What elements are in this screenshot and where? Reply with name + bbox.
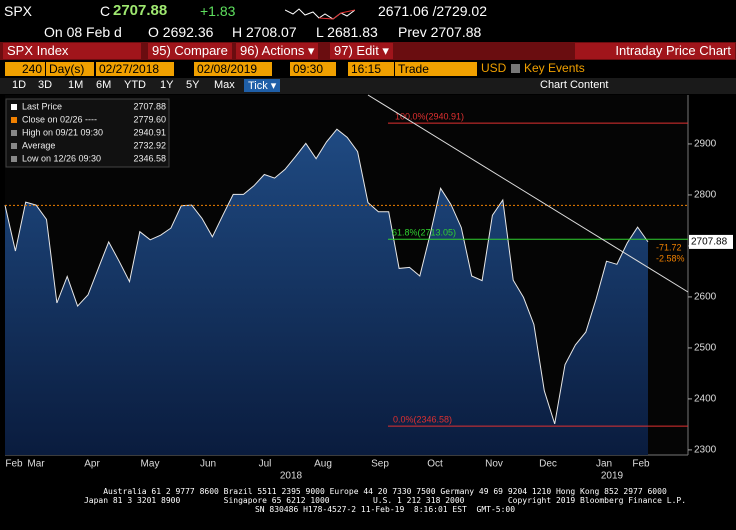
start-date[interactable]: 02/27/2018 <box>96 62 174 76</box>
fib-label: 61.8%(2713.05) <box>392 228 456 238</box>
y-tick-label: 2500 <box>694 343 717 354</box>
day-range: 2671.06 /2729.02 <box>378 3 487 19</box>
last-price: 2707.88 <box>113 2 168 19</box>
trend-line <box>367 94 689 293</box>
range-button[interactable]: 5Y <box>186 79 200 91</box>
legend-name: Average <box>22 140 55 150</box>
x-tick-label: Feb <box>5 459 23 470</box>
high: H 2708.07 <box>232 24 297 40</box>
legend-swatch <box>11 130 17 136</box>
bars-field[interactable]: 240 <box>5 62 45 76</box>
range-button[interactable]: 3D <box>38 79 53 91</box>
x-tick-label: Sep <box>371 459 389 470</box>
year-label: 2018 <box>280 471 303 482</box>
y-tick-label: 2900 <box>694 139 717 150</box>
currency[interactable]: USD <box>481 61 507 75</box>
footer: Australia 61 2 9777 8600 Brazil 5511 239… <box>75 487 695 514</box>
footer-line: Japan 81 3 3201 8900 Singapore 65 6212 1… <box>83 496 687 505</box>
chart: 2300240025002600270028002900100.0%(2940.… <box>4 94 733 482</box>
x-tick-label: Feb <box>632 459 650 470</box>
range-button[interactable]: YTD <box>124 79 146 91</box>
ticker: SPX <box>4 3 33 19</box>
legend-value: 2779.60 <box>133 114 166 124</box>
footer-line: Australia 61 2 9777 8600 Brazil 5511 239… <box>103 487 667 496</box>
price-area <box>5 129 648 455</box>
tick-button[interactable]: Tick ▾ <box>244 79 281 92</box>
change-label: -2.58% <box>656 253 685 263</box>
low: L 2681.83 <box>316 24 378 40</box>
x-tick-label: Nov <box>485 459 503 470</box>
legend-value: 2732.92 <box>133 140 166 150</box>
fib-label: 100.0%(2940.91) <box>395 111 464 121</box>
legend: Last Price 2707.88 Close on 02/26 ---- 2779… <box>5 98 170 168</box>
legend-bg <box>5 98 170 168</box>
c-label: C <box>100 3 111 19</box>
legend-name: High on 09/21 09:30 <box>22 127 103 137</box>
change: +1.83 <box>200 3 236 19</box>
chart-content[interactable]: Chart Content <box>540 79 609 91</box>
legend-swatch <box>11 156 17 162</box>
field-select[interactable]: Trade <box>395 62 477 76</box>
checkbox[interactable] <box>511 64 520 73</box>
x-tick-label: Oct <box>427 459 443 470</box>
x-tick-label: Aug <box>314 459 332 470</box>
y-tick-label: 2300 <box>694 445 717 456</box>
range-button[interactable]: 1M <box>68 79 84 91</box>
key-events[interactable]: Key Events <box>524 61 585 75</box>
unit-field[interactable]: Day(s) <box>46 62 94 76</box>
last-price-label: 2707.88 <box>691 237 728 248</box>
x-tick-label: Jun <box>200 459 216 470</box>
prev: Prev 2707.88 <box>398 24 482 40</box>
start-time[interactable]: 09:30 <box>290 62 336 76</box>
legend-name: Close on 02/26 ---- <box>22 114 97 124</box>
function-title: Intraday Price Chart <box>575 43 735 59</box>
legend-value: 2707.88 <box>133 101 166 111</box>
y-tick-label: 2600 <box>694 292 717 303</box>
x-tick-label: Mar <box>27 459 45 470</box>
open: O 2692.36 <box>148 24 214 40</box>
range-button[interactable]: 6M <box>96 79 112 91</box>
x-tick-label: May <box>141 459 160 470</box>
edit-button[interactable]: 97) Edit ▾ <box>330 43 393 59</box>
legend-swatch <box>11 104 17 110</box>
range-button[interactable]: 1Y <box>160 79 174 91</box>
sparkline <box>285 8 355 20</box>
change-label: -71.72 <box>656 242 682 252</box>
fib-label: 0.0%(2346.58) <box>393 415 452 425</box>
year-label: 2019 <box>601 471 624 482</box>
security[interactable]: SPX Index <box>3 43 141 59</box>
range-button[interactable]: Max <box>214 79 235 91</box>
footer-line: SN 830486 H178-4527-2 11-Feb-19 8:16:01 … <box>254 505 516 514</box>
legend-swatch <box>11 117 17 123</box>
legend-name: Last Price <box>22 101 62 111</box>
legend-name: Low on 12/26 09:30 <box>22 153 101 163</box>
compare-button[interactable]: 95) Compare <box>148 43 232 59</box>
date: On 08 Feb d <box>44 24 122 40</box>
x-tick-label: Dec <box>539 459 557 470</box>
last-price-tag <box>689 234 733 249</box>
x-tick-label: Jul <box>259 459 272 470</box>
range-bar <box>0 78 736 94</box>
x-tick-label: Jan <box>596 459 612 470</box>
actions-button[interactable]: 96) Actions ▾ <box>236 43 319 59</box>
y-tick-label: 2800 <box>694 190 717 201</box>
legend-value: 2940.91 <box>133 127 166 137</box>
legend-value: 2346.58 <box>133 153 166 163</box>
x-tick-label: Apr <box>84 459 100 470</box>
end-date[interactable]: 02/08/2019 <box>194 62 272 76</box>
end-time[interactable]: 16:15 <box>348 62 394 76</box>
y-tick-label: 2400 <box>694 394 717 405</box>
price-line <box>4 128 649 425</box>
range-button[interactable]: 1D <box>12 79 27 91</box>
legend-swatch <box>11 143 17 149</box>
